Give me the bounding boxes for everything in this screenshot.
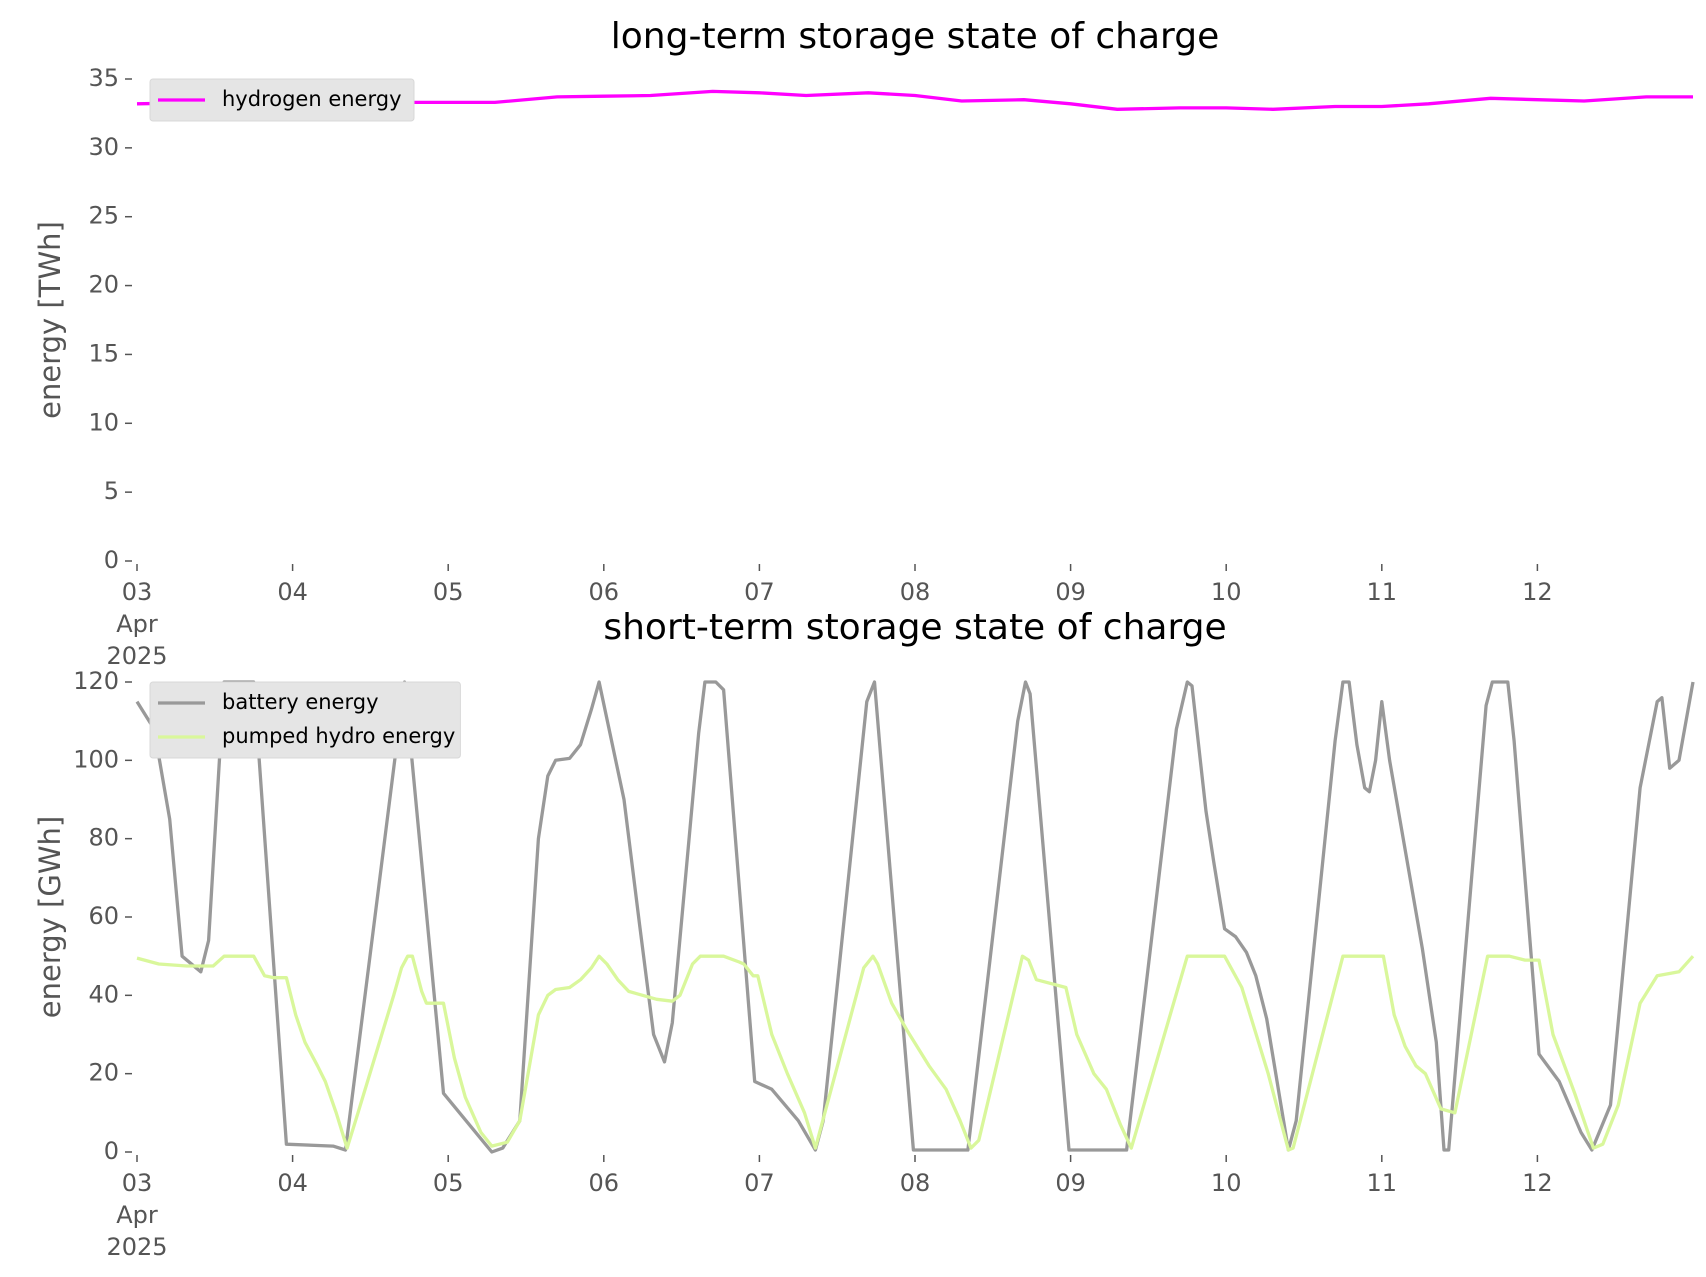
x-tick-label: 03 Apr 2025 (106, 1169, 167, 1261)
legend-box (149, 78, 415, 122)
x-tick-label: 09 (1055, 1169, 1086, 1197)
y-tick-label: 80 (88, 824, 119, 852)
y-tick-label: 30 (88, 133, 119, 161)
y-tick-label: 100 (73, 745, 119, 773)
x-tick-label: 08 (900, 578, 931, 606)
x-tick-label: 06 (589, 1169, 620, 1197)
y-tick-label: 15 (88, 339, 119, 367)
y-tick-label: 35 (88, 64, 119, 92)
x-tick-label: 03 Apr 2025 (106, 578, 167, 670)
x-tick-label: 07 (744, 578, 775, 606)
series-line (136, 89, 1693, 111)
x-tick-label: 08 (900, 1169, 931, 1197)
y-tick-label: 25 (88, 202, 119, 230)
x-tick-label: 09 (1055, 578, 1086, 606)
legend-label: pumped hydro energy (222, 724, 455, 748)
series-line (136, 954, 1695, 1152)
x-tick-label: 05 (433, 1169, 464, 1197)
y-tick-label: 40 (88, 980, 119, 1008)
x-tick-label: 12 (1522, 1169, 1553, 1197)
x-tick-label: 12 (1522, 578, 1553, 606)
chart-title: short-term storage state of charge (603, 607, 1226, 648)
y-tick-label: 120 (73, 667, 119, 695)
x-tick-label: 10 (1211, 578, 1242, 606)
x-tick-label: 11 (1367, 578, 1398, 606)
y-tick-label: 20 (88, 271, 119, 299)
legend-box (149, 681, 461, 759)
x-tick-label: 06 (589, 578, 620, 606)
legend-label: hydrogen energy (222, 87, 402, 111)
y-tick-label: 10 (88, 408, 119, 436)
legend-label: battery energy (222, 690, 379, 714)
y-tick-label: 5 (104, 477, 119, 505)
x-tick-label: 04 (277, 1169, 308, 1197)
x-tick-label: 07 (744, 1169, 775, 1197)
y-tick-label: 20 (88, 1059, 119, 1087)
y-tick-label: 60 (88, 902, 119, 930)
y-tick-label: 0 (104, 1137, 119, 1165)
y-axis-label: energy [GWh] (33, 816, 67, 1018)
x-tick-label: 04 (277, 578, 308, 606)
y-axis-label: energy [TWh] (33, 221, 67, 419)
x-tick-label: 05 (433, 578, 464, 606)
y-tick-label: 0 (104, 546, 119, 574)
x-tick-label: 10 (1211, 1169, 1242, 1197)
chart-title: long-term storage state of charge (611, 16, 1219, 57)
x-tick-label: 11 (1367, 1169, 1398, 1197)
